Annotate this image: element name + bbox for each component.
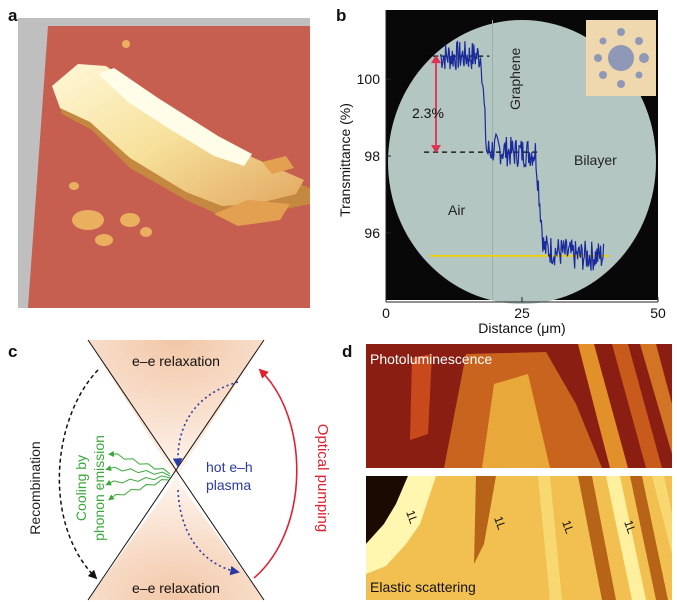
upper-cone <box>88 340 264 478</box>
delta-label: 2.3% <box>412 105 444 121</box>
relaxation-diagram: e–e relaxation e–e relaxation Recombinat… <box>27 339 331 601</box>
x-tick-label: 0 <box>382 305 390 321</box>
layer-mark-1l: 1L <box>559 518 577 536</box>
flake-fragment <box>214 200 290 226</box>
flake-fragment <box>72 210 104 230</box>
panel-a-label: a <box>8 6 18 25</box>
hot-plasma-line1: hot e–h <box>206 459 253 475</box>
flake-fragment <box>122 40 130 48</box>
graphene-label: Graphene <box>507 48 523 110</box>
y-tick-label: 100 <box>357 71 381 87</box>
flake-fragment <box>140 227 152 237</box>
x-tick-label: 25 <box>514 305 530 321</box>
x-tick-label: 50 <box>650 305 666 321</box>
optical-pumping-arrow <box>253 368 298 579</box>
elastic-scattering-map <box>366 476 672 600</box>
panel-d-label: d <box>342 342 353 361</box>
layer-mark-1l: 1L <box>491 514 509 532</box>
cooling-label-line1: Cooling by <box>73 455 89 521</box>
graphene-flake <box>52 64 304 206</box>
air-label: Air <box>448 202 465 218</box>
phonon-emission-arrows <box>105 451 171 501</box>
lower-cone <box>88 478 264 600</box>
x-axis-title: Distance (μm) <box>478 320 565 336</box>
cooling-label-line2: phonon emission <box>91 435 107 541</box>
flake-fragment <box>262 156 294 174</box>
hot-plasma-line2: plasma <box>206 477 251 493</box>
ee-relaxation-top: e–e relaxation <box>132 353 220 369</box>
elastic-scattering-title: Elastic scattering <box>370 579 476 595</box>
ee-relaxation-bottom: e–e relaxation <box>132 580 220 596</box>
transmittance-chart: 96 98 100 0 25 50 2.3% Graphene Bilayer Air T… <box>337 10 666 336</box>
y-tick-label: 98 <box>364 148 380 164</box>
flake-highlight <box>98 68 252 166</box>
y-tick-label: 96 <box>364 225 380 241</box>
photoluminescence-title: Photoluminescence <box>370 351 492 367</box>
flake-fragment <box>120 213 140 227</box>
dirac-cone-line <box>87 339 265 601</box>
y-axis-title: Transmittance (%) <box>337 103 353 217</box>
panel-b-label: b <box>336 6 347 25</box>
bilayer-label: Bilayer <box>574 152 617 168</box>
hot-carrier-arrow-top <box>172 381 239 468</box>
panel-c-label: c <box>8 342 18 361</box>
layer-mark-1l: 1L <box>621 518 639 536</box>
transmittance-series-line <box>439 40 605 271</box>
delta-arrow <box>431 55 441 154</box>
flake-fragment <box>69 182 79 190</box>
recombination-label: Recombination <box>27 441 43 534</box>
hot-carrier-arrow-bottom <box>177 489 240 576</box>
recombination-arrow <box>58 369 99 580</box>
layer-mark-1l: 1L <box>403 508 421 526</box>
optical-maps: Photoluminescence Elastic scattering 1L … <box>366 344 672 600</box>
optical-pumping-label: Optical pumping <box>314 424 331 532</box>
flake-fragment <box>95 234 113 246</box>
aperture-inset <box>586 20 656 96</box>
afm-image <box>18 18 310 308</box>
photoluminescence-map <box>366 344 672 468</box>
